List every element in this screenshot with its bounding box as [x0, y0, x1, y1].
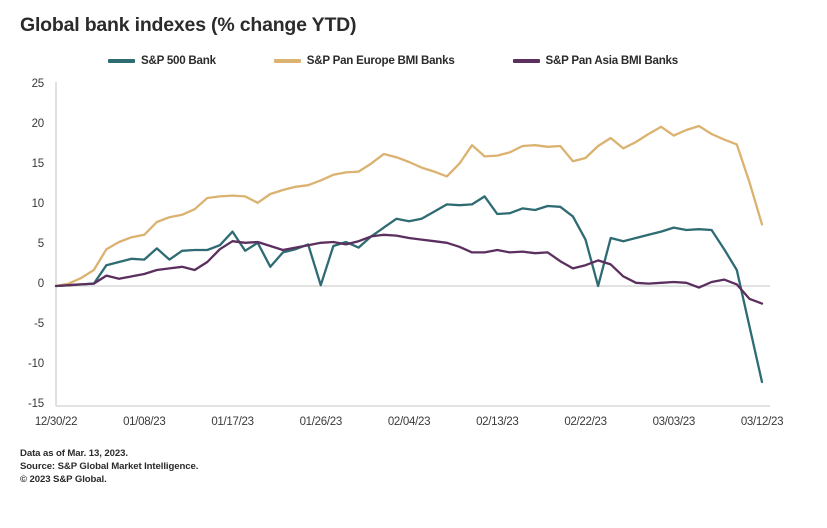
legend-item-pan-asia-bmi-banks: S&P Pan Asia BMI Banks	[512, 54, 679, 67]
legend-label: S&P Pan Europe BMI Banks	[306, 54, 455, 67]
y-axis-tick-label: -5	[34, 318, 44, 330]
y-axis-tick-label: -15	[27, 398, 44, 410]
x-axis-tick-label: 01/08/23	[123, 416, 166, 428]
legend-swatch-icon	[512, 58, 540, 63]
x-axis-tick-label: 01/26/23	[299, 416, 343, 428]
legend-item-pan-europe-bmi-banks: S&P Pan Europe BMI Banks	[273, 54, 455, 67]
legend-label: S&P Pan Asia BMI Banks	[545, 54, 679, 67]
x-axis-tick-label: 01/17/23	[211, 416, 254, 428]
footnote-line-source: Source: S&P Global Market Intelligence.	[20, 461, 199, 473]
legend-item-sp500-bank: S&P 500 Bank	[108, 54, 216, 67]
x-axis-tick-label: 03/12/23	[740, 416, 784, 428]
legend-swatch-icon	[273, 58, 301, 63]
chart-legend: S&P 500 Bank S&P Pan Europe BMI Banks S&…	[108, 54, 678, 67]
chart-footnote: Data as of Mar. 13, 2023. Source: S&P Gl…	[20, 447, 198, 487]
footnote-line-copyright: © 2023 S&P Global.	[20, 474, 107, 486]
series-line-2	[54, 233, 764, 305]
y-axis-tick-label: 0	[37, 278, 44, 290]
y-axis-tick-label: 20	[31, 118, 45, 130]
legend-swatch-icon	[108, 58, 135, 63]
y-axis-tick-label: 5	[37, 238, 44, 250]
x-axis-tick-label: 02/04/23	[387, 416, 431, 428]
page-title: Global bank indexes (% change YTD)	[20, 14, 357, 36]
y-axis-tick-label: 10	[31, 198, 45, 210]
x-axis-tick-label: 12/30/22	[34, 416, 78, 428]
series-line-0	[54, 195, 764, 384]
x-axis-tick-label: 02/13/23	[476, 416, 519, 428]
y-axis-tick-label: 25	[31, 78, 45, 90]
y-axis-tick-label: 15	[31, 158, 45, 170]
x-axis-tick-label: 02/22/23	[564, 416, 607, 428]
legend-label: S&P 500 Bank	[141, 54, 216, 67]
y-axis-tick-label: -10	[27, 358, 44, 370]
x-axis-tick-label: 03/03/23	[652, 416, 696, 428]
series-line-1	[54, 124, 764, 288]
footnote-line-data-as-of: Data as of Mar. 13, 2023.	[20, 448, 128, 459]
